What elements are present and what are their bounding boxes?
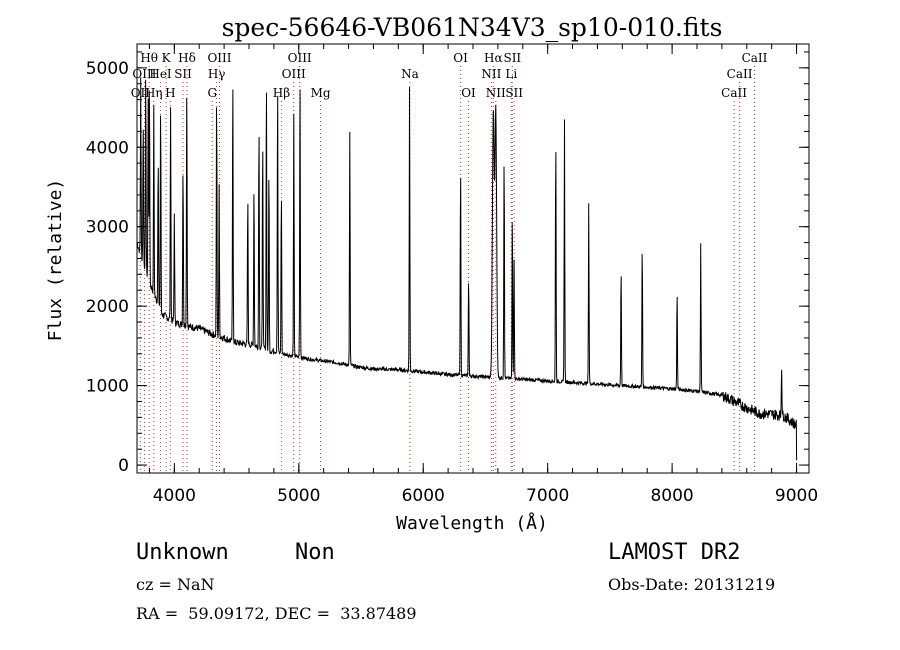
x-tick-label: 6000: [402, 486, 445, 506]
plot-frame: [136, 43, 810, 474]
reference-label: NII: [481, 67, 501, 81]
reference-label: OI: [453, 51, 468, 65]
redshift-cz: cz = NaN: [136, 575, 215, 594]
x-tick-label: 5000: [277, 486, 320, 506]
x-tick-label: 4000: [153, 486, 196, 506]
reference-label: Hη: [145, 86, 163, 100]
observation-date: Obs-Date: 20131219: [608, 575, 776, 594]
coordinates: RA = 59.09172, DEC = 33.87489: [136, 604, 417, 623]
reference-label: H: [165, 86, 175, 100]
reference-label: OIII: [288, 51, 312, 65]
object-class: Unknown: [136, 540, 229, 565]
reference-label: CaII: [721, 86, 747, 100]
reference-label: Hβ: [273, 86, 290, 100]
y-tick-label: 3000: [86, 218, 129, 238]
chart-title: spec-56646-VB061N34V3_sp10-010.fits: [222, 13, 723, 42]
reference-label: OIII: [207, 51, 231, 65]
reference-label: Hδ: [178, 51, 196, 65]
reference-label: K: [162, 51, 172, 65]
survey-name: LAMOST DR2: [608, 540, 741, 565]
reference-label: Li: [505, 67, 517, 81]
reference-label: Hα: [484, 51, 503, 65]
reference-label: HeI: [149, 67, 172, 81]
reference-label: Na: [401, 67, 419, 81]
y-tick-label: 5000: [86, 59, 129, 79]
x-tick-label: 9000: [775, 486, 818, 506]
x-axis-ticks: 4000 5000 6000 7000 8000 9000: [148, 44, 818, 506]
y-tick-label: 0: [118, 456, 129, 476]
reference-label: SII: [174, 67, 192, 81]
reference-label: NII: [486, 86, 506, 100]
y-tick-label: 4000: [86, 138, 129, 158]
reference-label: OIII: [132, 67, 156, 81]
y-axis-label: Flux (relative): [45, 179, 66, 342]
reference-label: OI: [461, 86, 476, 100]
reference-label: Hγ: [208, 67, 226, 81]
reference-label: Mg: [311, 86, 331, 100]
reference-label: OIII: [282, 67, 306, 81]
x-tick-label: 7000: [526, 486, 569, 506]
reference-label: SII: [505, 86, 523, 100]
y-tick-label: 2000: [86, 297, 129, 317]
x-tick-label: 8000: [650, 486, 693, 506]
object-subclass: Non: [295, 540, 335, 565]
y-tick-label: 1000: [86, 377, 129, 397]
reference-label: SII: [503, 51, 521, 65]
reference-label: CaII: [742, 51, 768, 65]
reference-label: G: [207, 86, 217, 100]
x-axis-label: Wavelength (Å): [396, 512, 548, 534]
y-axis-ticks: 0 1000 2000 3000 4000 5000: [86, 51, 809, 476]
reference-label: Hθ: [140, 51, 158, 65]
spectrum-line: [136, 77, 798, 461]
reference-label: CaII: [727, 67, 753, 81]
